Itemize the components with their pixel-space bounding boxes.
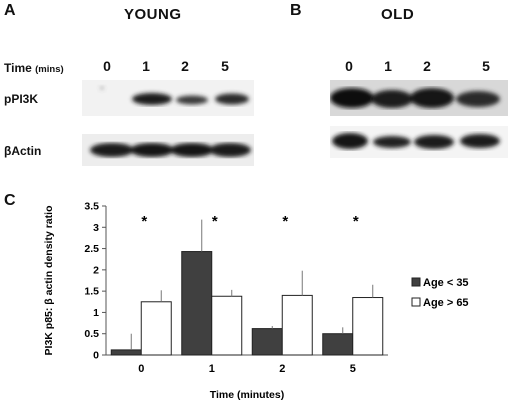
x-tick-label-3: 5	[350, 363, 356, 375]
young-title: YOUNG	[124, 6, 182, 23]
young-ppi3k-blot	[82, 80, 254, 116]
y-tick-label-6: 3	[93, 222, 99, 234]
old-lane-0: 0	[345, 58, 353, 74]
y-tick-label-7: 3.5	[84, 201, 99, 213]
bar-0-1	[181, 251, 213, 356]
panel-b-letter: B	[290, 2, 302, 19]
young-lane-0: 0	[103, 58, 111, 74]
ppi3k-label: pPI3K	[4, 92, 39, 106]
y-tick-label-2: 1	[93, 307, 99, 319]
legend-label-1: Age > 65	[423, 297, 469, 309]
bar-0-3	[322, 333, 354, 356]
young-lane-5: 5	[221, 58, 229, 74]
legend-swatch-0	[411, 277, 421, 287]
time-label: Time (mins)	[4, 61, 64, 75]
x-tick-label-2: 2	[279, 363, 285, 375]
bar-1-3	[352, 297, 384, 356]
legend-label-0: Age < 35	[423, 277, 469, 289]
young-bactin-blot	[82, 134, 254, 166]
significance-star-3: *	[353, 213, 359, 230]
old-ppi3k-blot	[330, 80, 508, 116]
legend-swatch-1	[411, 297, 421, 307]
bar-1-2	[281, 294, 313, 356]
y-axis-label: PI3K p85: β actin density ratio	[43, 206, 55, 356]
y-tick-label-3: 1.5	[84, 286, 99, 298]
y-tick-label-5: 2.5	[84, 243, 99, 255]
time-unit: (mins)	[35, 64, 64, 75]
y-tick-label-4: 2	[93, 264, 99, 276]
significance-star-2: *	[282, 213, 288, 230]
bar-1-0	[140, 301, 172, 356]
old-lane-2: 2	[423, 58, 431, 74]
bar-chart: 0 0.5 1 1.5 2 2.5 3 3.5 PI3K p85: β actin densit…	[43, 201, 469, 402]
x-axis-label: Time (minutes)	[210, 389, 284, 401]
significance-star-0: *	[141, 213, 147, 230]
time-label-text: Time	[4, 61, 32, 75]
panel-a-letter: A	[4, 2, 16, 19]
y-tick-label-1: 0.5	[84, 328, 99, 340]
x-tick-label-0: 0	[138, 363, 144, 375]
old-lane-1: 1	[384, 58, 392, 74]
bar-1-1	[211, 295, 243, 356]
bar-0-2	[251, 328, 283, 356]
old-bactin-blot	[330, 126, 508, 158]
bactin-label: βActin	[4, 144, 42, 158]
young-lane-1: 1	[142, 58, 150, 74]
old-title: OLD	[381, 6, 415, 23]
significance-star-1: *	[212, 213, 218, 230]
old-lane-5: 5	[482, 58, 490, 74]
y-tick-label-0: 0	[93, 350, 99, 362]
panel-c-letter: C	[4, 192, 16, 209]
young-lane-2: 2	[181, 58, 189, 74]
x-tick-label-1: 1	[209, 363, 215, 375]
bar-0-0	[110, 349, 142, 356]
